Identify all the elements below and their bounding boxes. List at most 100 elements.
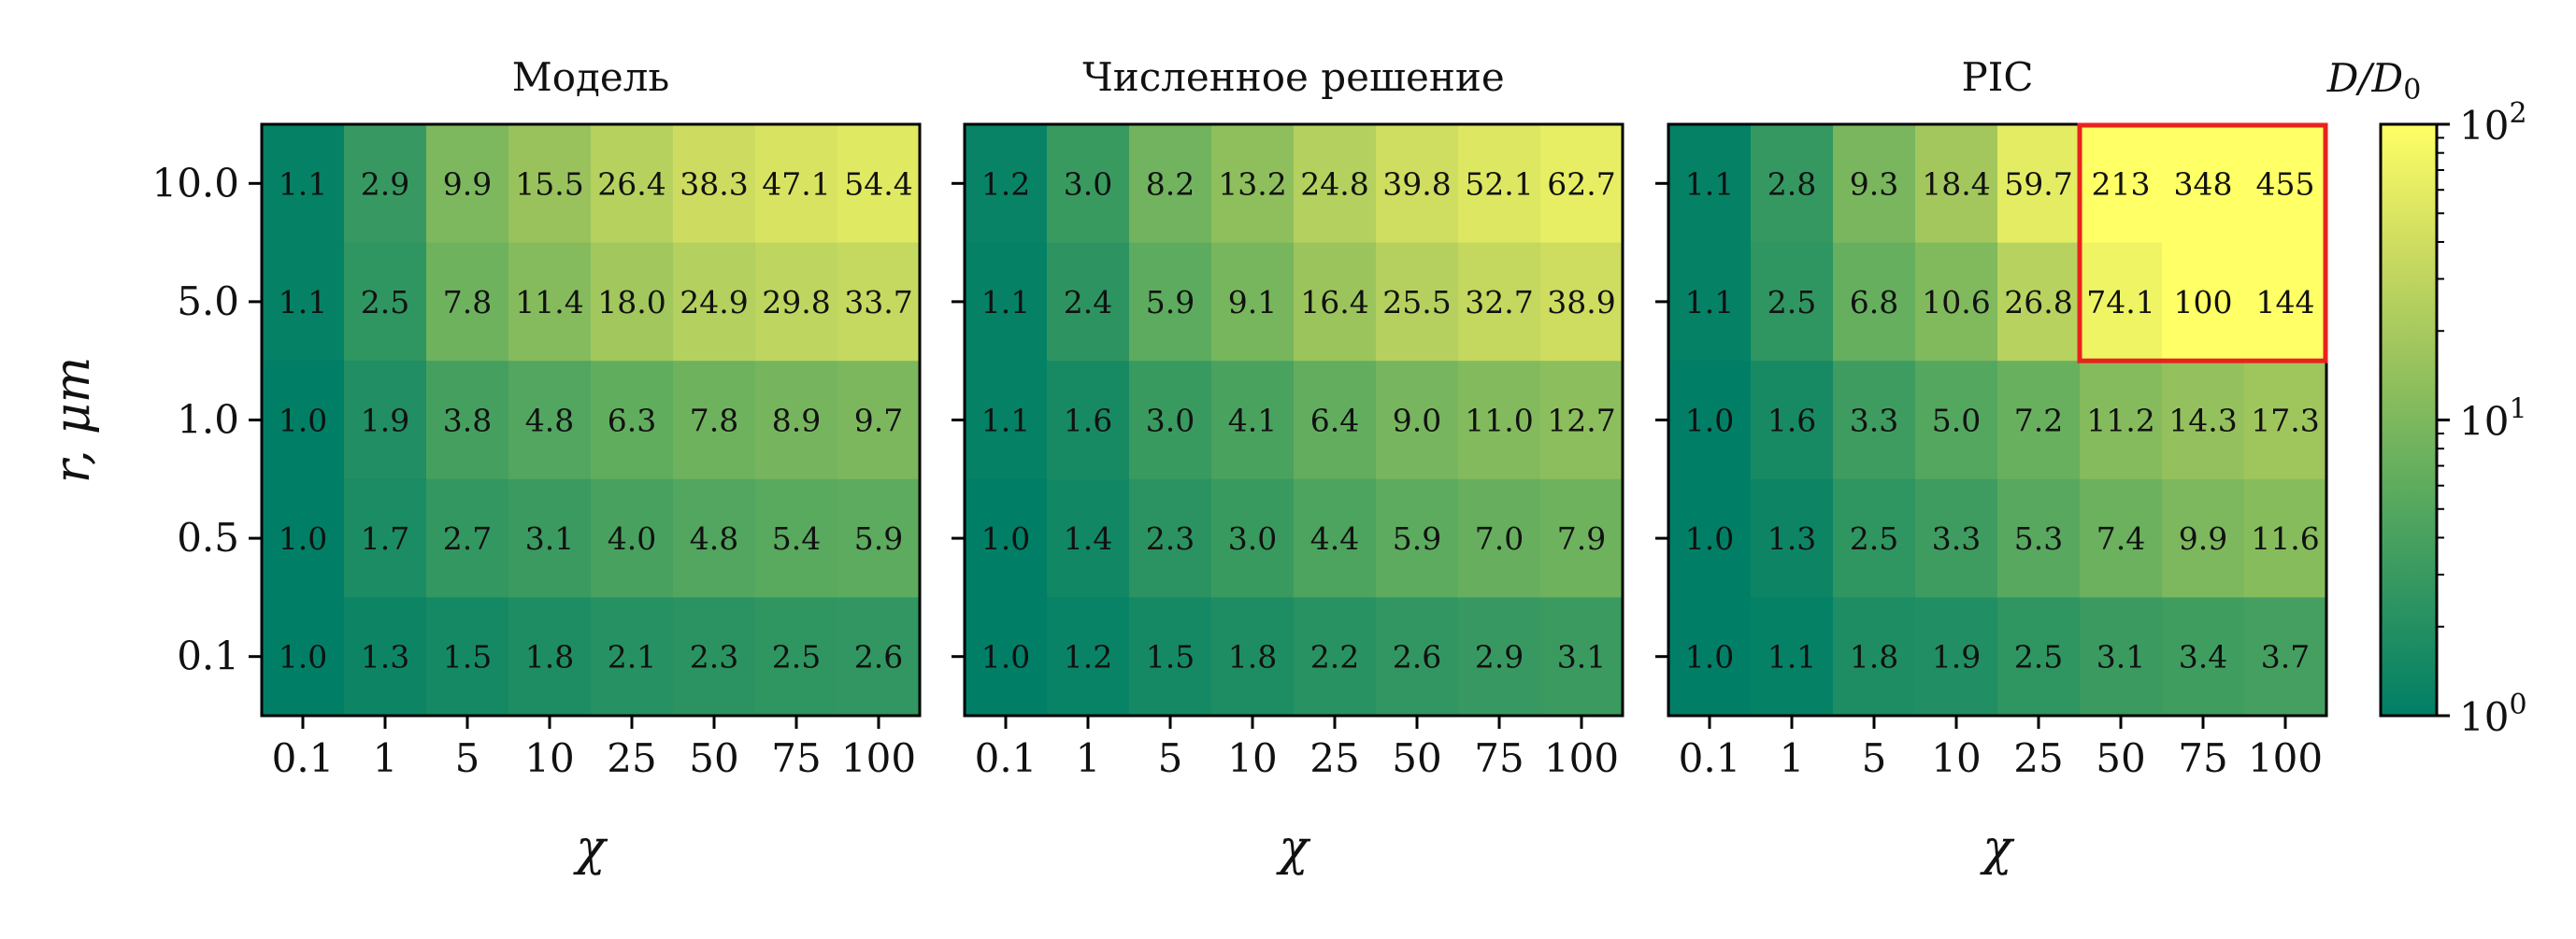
cell-value-label: 1.0 [1685,403,1734,439]
heatmap-cell [1211,478,1295,598]
heatmap-cell [426,242,509,362]
heatmap-cell [591,124,674,244]
cell-value-label: 3.0 [1064,165,1112,202]
x-tick-label: 0.1 [975,735,1038,781]
heatmap-cell [673,361,756,480]
x-tick-label: 1 [1780,735,1805,781]
cell-value-label: 455 [2256,165,2315,202]
x-tick-label: 5 [1862,735,1887,781]
cell-value-label: 3.7 [2261,639,2310,676]
heatmap-cell [2244,478,2327,598]
cell-value-label: 1.3 [361,639,409,676]
heatmap-cell [837,124,921,244]
cell-value-label: 1.3 [1767,520,1816,557]
cell-value-label: 1.1 [1767,639,1816,676]
cell-value-label: 2.5 [1767,284,1816,320]
heatmap-cell [344,478,427,598]
cell-value-label: 7.2 [2014,403,2063,439]
heatmap-cell [1751,478,1834,598]
panel-title: PIC [1962,54,2034,100]
heatmap-cell [1915,361,1998,480]
heatmap-cell [837,361,921,480]
cell-value-label: 3.3 [1932,520,1981,557]
heatmap-cell [1047,124,1130,244]
heatmap-cell [1211,124,1295,244]
cell-value-label: 213 [2092,165,2151,202]
cell-value-label: 10.6 [1922,284,1990,320]
y-axis-label: r, μm [45,357,101,483]
x-tick-label: 1 [1076,735,1101,781]
x-tick-label: 50 [689,735,738,781]
cell-value-label: 9.0 [1393,403,1441,439]
cell-value-label: 62.7 [1547,165,1615,202]
cell-value-label: 38.3 [680,165,748,202]
cell-value-label: 13.2 [1218,165,1286,202]
heatmap-cell [837,597,921,717]
cell-value-label: 59.7 [2004,165,2072,202]
heatmap-cell [1376,242,1459,362]
heatmap-cell [2162,242,2245,362]
cell-value-label: 5.9 [854,520,903,557]
heatmap-cell [673,124,756,244]
heatmap-cell [1047,478,1130,598]
cell-value-label: 12.7 [1547,403,1615,439]
cell-value-label: 5.4 [772,520,821,557]
cell-value-label: 1.0 [1685,520,1734,557]
heatmap-cell [1458,478,1541,598]
heatmap-cell [1833,124,1916,244]
heatmap-cell [1129,478,1212,598]
cell-value-label: 1.6 [1064,403,1112,439]
heatmap-cell [2244,597,2327,717]
cell-value-label: 8.2 [1146,165,1195,202]
cell-value-label: 26.8 [2004,284,2072,320]
heatmap-cell [2162,478,2245,598]
cell-value-label: 4.0 [608,520,656,557]
x-tick-label: 100 [841,735,916,781]
heatmap-cell [1540,242,1624,362]
heatmap-cell [426,478,509,598]
cell-value-label: 8.9 [772,403,821,439]
cell-value-label: 14.3 [2168,403,2237,439]
heatmap-cell [2244,242,2327,362]
heatmap-cell [1211,597,1295,717]
heatmap-cell [1458,597,1541,717]
heatmap-cell [262,124,345,244]
colorbar-label-main: D/D [2326,55,2404,101]
heatmap-cell [1376,478,1459,598]
colorbar: 100 101 102 D/D0 [2326,55,2527,740]
heatmap-cell [1129,361,1212,480]
heatmap-cell [965,124,1048,244]
heatmap-cell [344,124,427,244]
heatmap-cell [2162,361,2245,480]
cell-value-label: 2.4 [1064,284,1112,320]
cell-value-label: 3.4 [2179,639,2227,676]
cell-value-label: 9.7 [854,403,903,439]
cell-value-label: 11.0 [1465,403,1533,439]
heatmap-cell [755,361,838,480]
x-tick-label: 100 [1544,735,1619,781]
heatmap-cell [1833,478,1916,598]
y-tick-label: 5.0 [177,278,239,324]
heatmap-cell [1294,124,1377,244]
heatmap-cell [1668,242,1752,362]
heatmap-cell [1540,361,1624,480]
heatmap-cell [344,242,427,362]
cell-value-label: 25.5 [1382,284,1451,320]
heatmap-cell [673,478,756,598]
colorbar-tick-label: 101 [2459,393,2527,445]
cell-value-label: 4.1 [1228,403,1277,439]
cell-value-label: 26.4 [597,165,665,202]
heatmap-cell [508,242,592,362]
cell-value-label: 1.0 [981,639,1030,676]
colorbar-tick-label: 102 [2459,97,2527,149]
heatmap-cell [1997,478,2081,598]
y-tick-label: 10.0 [151,160,239,206]
heatmap-cell [837,242,921,362]
x-tick-label: 10 [1227,735,1277,781]
heatmap-panel-3: PIC 1.1 2.8 9.3 18.4 59.7 213 348 455 1.1 2.5 6.8 10… [1655,54,2328,876]
panel-title: Модель [512,54,670,100]
heatmap-cell [1458,124,1541,244]
cell-value-label: 1.0 [279,403,327,439]
